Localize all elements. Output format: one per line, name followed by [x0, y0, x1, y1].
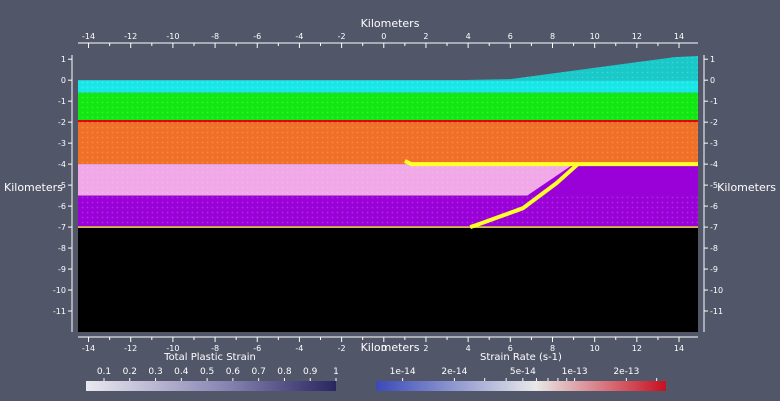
top-tick-label: 6: [508, 32, 513, 41]
top-tick-label: -12: [124, 32, 137, 41]
right-tick-label: -4: [710, 160, 718, 169]
plastic-strain-legend-labels: 0.1 0.2 0.3 0.4 0.5 0.6 0.7 0.8 0.9 1: [97, 367, 339, 377]
bottom-tick-label: 2: [423, 344, 428, 353]
layer-black-basement: [78, 227, 698, 332]
plastic-strain-label: 0.1: [97, 367, 111, 377]
plastic-strain-label: 0.9: [303, 367, 318, 377]
top-tick-label: 0: [381, 32, 386, 41]
left-tick-label: -3: [58, 139, 66, 148]
strain-rate-legend-labels: 1e-14 2e-14 5e-14 1e-13 2e-13: [390, 367, 640, 377]
layer-texture-orange-layer: [78, 122, 698, 165]
top-tick-label: 8: [550, 32, 555, 41]
right-axis-title: Kilometers: [717, 181, 776, 194]
left-tick-label: -5: [58, 181, 66, 190]
bottom-tick-label: 0: [381, 344, 386, 353]
right-tick-label: -2: [710, 118, 718, 127]
left-tick-label: -1: [58, 97, 66, 106]
strain-rate-legend[interactable]: Strain Rate (s-1) 1e-14 2e-14 5e-14 1e-13 2e…: [376, 352, 666, 391]
strain-rate-label: 1e-13: [562, 367, 588, 377]
left-tick-label: -8: [58, 244, 66, 253]
right-tick-label: -3: [710, 139, 718, 148]
bottom-tick-label: -4: [295, 344, 303, 353]
layer-texture-purple-layer: [78, 195, 698, 228]
bottom-tick-label: 14: [674, 344, 684, 353]
plastic-strain-colorbar: [86, 381, 336, 391]
left-tick-label: -9: [58, 265, 66, 274]
top-tick-label: -10: [166, 32, 179, 41]
right-tick-label: -6: [710, 202, 718, 211]
plastic-strain-label: 1: [333, 367, 339, 377]
left-tick-label: -4: [58, 160, 66, 169]
model-cross-section: [78, 56, 698, 332]
bottom-tick-label: -2: [338, 344, 346, 353]
top-tick-label: 2: [423, 32, 428, 41]
strain-rate-label: 5e-14: [510, 367, 536, 377]
layer-texture-upper-crust-cyan: [78, 80, 698, 93]
left-tick-label: -6: [58, 202, 66, 211]
cube-axes-grid: [68, 42, 708, 342]
left-tick-label: -2: [58, 118, 66, 127]
plastic-strain-label: 0.2: [123, 367, 137, 377]
layer-texture-red-line: [78, 120, 698, 123]
plastic-strain-label: 0.3: [148, 367, 162, 377]
strain-rate-label: 1e-14: [390, 367, 416, 377]
left-tick-label: -7: [58, 223, 66, 232]
plastic-strain-label: 0.6: [226, 367, 241, 377]
axis-tick-labels: -14-14-12-12-10-10-8-8-6-6-4-4-2-2002244…: [53, 32, 723, 353]
right-tick-label: 1: [710, 55, 715, 64]
bottom-tick-label: 4: [466, 344, 471, 353]
top-tick-label: -2: [338, 32, 346, 41]
bottom-tick-label: 12: [632, 344, 642, 353]
right-tick-label: -8: [710, 244, 718, 253]
right-tick-label: -5: [710, 181, 718, 190]
top-tick-label: -6: [253, 32, 261, 41]
plastic-strain-label: 0.8: [277, 367, 292, 377]
top-tick-label: 14: [674, 32, 684, 41]
top-tick-label: -14: [82, 32, 95, 41]
upper-fault-flat: [403, 159, 698, 167]
bottom-tick-label: -8: [211, 344, 219, 353]
bottom-tick-label: 10: [590, 344, 600, 353]
bottom-tick-label: 6: [508, 344, 513, 353]
bottom-tick-label: 8: [550, 344, 555, 353]
bottom-tick-label: -10: [166, 344, 179, 353]
right-tick-label: -10: [710, 286, 723, 295]
right-tick-label: -1: [710, 97, 718, 106]
bottom-tick-label: -12: [124, 344, 137, 353]
plastic-strain-legend[interactable]: Total Plastic Strain 0.1 0.2 0.3 0.4 0.5 0.6 0…: [86, 352, 339, 391]
plastic-strain-legend-title: Total Plastic Strain: [163, 352, 256, 363]
top-tick-label: -8: [211, 32, 219, 41]
layer-texture-green-layer: [78, 92, 698, 121]
top-tick-label: 10: [590, 32, 600, 41]
right-tick-label: 0: [710, 76, 715, 85]
strain-rate-legend-title: Strain Rate (s-1): [480, 352, 562, 363]
left-tick-label: -10: [53, 286, 66, 295]
bottom-axis-title: Kilometers: [361, 341, 420, 354]
bottom-tick-label: -14: [82, 344, 95, 353]
plastic-strain-label: 0.7: [252, 367, 266, 377]
top-tick-label: 4: [466, 32, 471, 41]
top-axis-title: Kilometers: [361, 17, 420, 30]
plastic-strain-label: 0.4: [174, 367, 189, 377]
strain-rate-colorbar: [376, 381, 666, 391]
left-tick-label: 1: [61, 55, 66, 64]
right-tick-label: -7: [710, 223, 718, 232]
strain-rate-legend-ticks: [402, 378, 658, 381]
right-tick-label: -9: [710, 265, 718, 274]
top-tick-label: -4: [295, 32, 303, 41]
strain-rate-label: 2e-13: [613, 367, 639, 377]
left-tick-label: 0: [61, 76, 66, 85]
fault-ramp: [469, 162, 580, 229]
plastic-strain-label: 0.5: [200, 367, 214, 377]
right-tick-label: -11: [710, 307, 723, 316]
top-tick-label: 12: [632, 32, 642, 41]
left-axis-title: Kilometers: [4, 181, 63, 194]
plastic-strain-legend-ticks: [103, 378, 337, 381]
strain-rate-label: 2e-14: [441, 367, 467, 377]
surface-uplift-texture: [457, 56, 698, 81]
left-tick-label: -11: [53, 307, 66, 316]
bottom-tick-label: -6: [253, 344, 261, 353]
